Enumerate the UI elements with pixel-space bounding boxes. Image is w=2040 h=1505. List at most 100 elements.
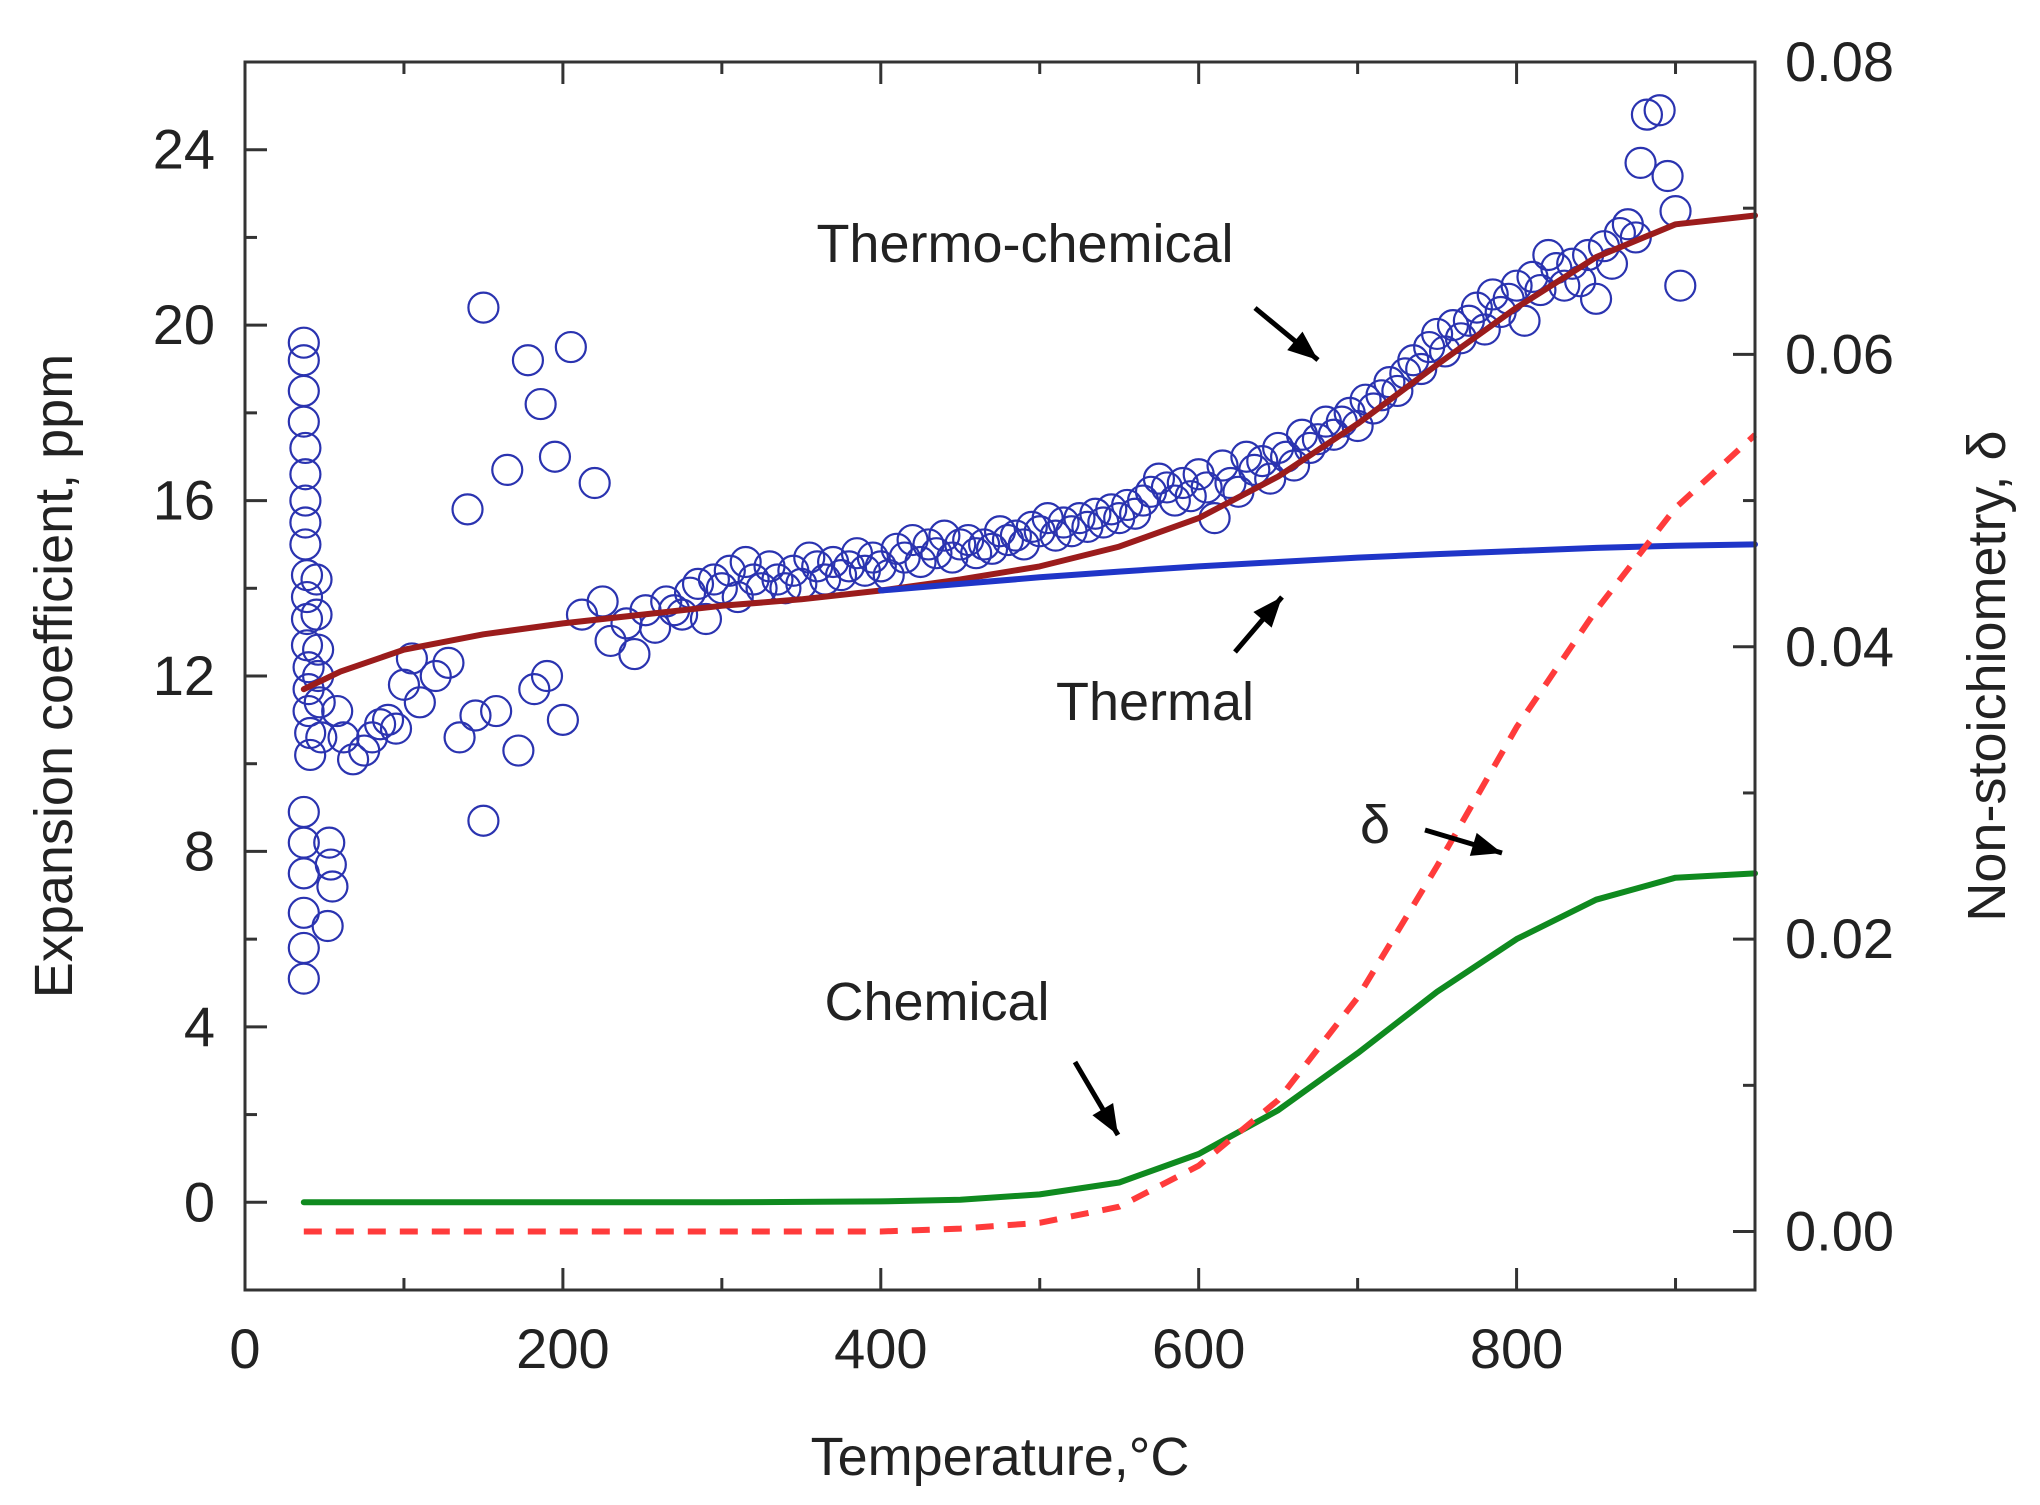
annotation-arrowhead-thermo_chemical xyxy=(1287,331,1318,360)
data-point-measured xyxy=(1238,453,1271,486)
data-point-measured xyxy=(904,545,937,579)
data-point-measured xyxy=(1664,269,1697,302)
data-point-measured xyxy=(793,541,826,574)
data-point-measured xyxy=(289,458,322,491)
data-point-measured xyxy=(290,580,324,614)
data-point-measured xyxy=(289,506,322,539)
data-point-measured xyxy=(305,721,338,754)
data-point-measured xyxy=(1579,282,1613,315)
data-point-measured xyxy=(395,642,428,675)
data-point-measured xyxy=(546,703,579,736)
y-axis-left-title: Expansion coefficient, ppm xyxy=(24,354,84,998)
data-point-measured xyxy=(1524,273,1557,307)
y-left-tick-label: 12 xyxy=(153,644,215,707)
data-point-measured xyxy=(1643,94,1676,127)
data-point-measured xyxy=(1095,493,1128,526)
data-point-measured xyxy=(578,466,611,500)
data-point-measured xyxy=(371,703,405,736)
y-left-tick-label: 8 xyxy=(184,819,215,882)
data-point-measured xyxy=(302,633,335,666)
data-point-measured xyxy=(554,330,587,364)
annotation-arrowhead-delta xyxy=(1469,832,1502,856)
data-point-measured xyxy=(1047,506,1080,539)
data-point-measured xyxy=(729,545,762,579)
data-point-measured xyxy=(1079,497,1112,530)
data-point-measured xyxy=(713,554,746,587)
data-point-measured xyxy=(944,528,977,561)
data-point-measured xyxy=(518,673,551,706)
data-point-measured xyxy=(999,519,1032,552)
data-point-measured xyxy=(1624,146,1657,179)
annotations: Thermo-chemical Thermal δ Chemical xyxy=(816,214,1503,1137)
y-right-tick-label: 0.04 xyxy=(1785,615,1894,678)
data-point-measured xyxy=(524,387,557,421)
data-point-measured xyxy=(287,405,320,438)
data-point-measured xyxy=(1015,510,1048,543)
x-tick-label: 400 xyxy=(834,1317,927,1380)
data-point-measured xyxy=(300,598,333,631)
x-tick-label: 800 xyxy=(1470,1317,1563,1380)
y-axis-right-title: Non-stoichiometry, δ xyxy=(1957,430,2017,921)
series-line-chemical xyxy=(300,870,1758,1206)
data-point-measured xyxy=(311,909,344,943)
y-right-tick-label: 0.02 xyxy=(1785,907,1894,970)
y-left-tick-label: 0 xyxy=(184,1170,215,1233)
series-line-delta xyxy=(303,432,1758,1235)
data-point-measured xyxy=(1476,278,1509,311)
axes: 0 200 400 600 800 0 4 8 12 16 20 24 0.00 0.02 0.04 0.06… xyxy=(153,30,1894,1380)
data-point-measured xyxy=(403,686,436,719)
x-axis-title: Temperature,°C xyxy=(811,1427,1190,1487)
data-point-measured xyxy=(294,738,327,772)
data-point-measured xyxy=(502,734,535,767)
plot-area xyxy=(287,94,1758,1235)
y-right-tick-label: 0.00 xyxy=(1785,1200,1894,1263)
data-point-measured xyxy=(1174,480,1207,513)
data-point-measured xyxy=(960,537,993,570)
data-point-measured xyxy=(511,344,545,377)
y-right-tick-label: 0.06 xyxy=(1785,322,1894,385)
data-point-measured xyxy=(1421,317,1454,351)
data-point-measured xyxy=(314,848,347,881)
data-point-measured xyxy=(1142,462,1176,495)
data-point-measured xyxy=(292,651,325,684)
annotation-label-delta: δ xyxy=(1360,795,1390,855)
data-point-measured xyxy=(1063,502,1096,535)
x-tick-label: 600 xyxy=(1152,1317,1245,1380)
data-point-measured xyxy=(303,686,336,719)
data-point-measured xyxy=(1651,159,1684,193)
data-point-measured xyxy=(538,440,572,473)
data-point-measured xyxy=(467,291,500,324)
annotation-arrowhead-chemical xyxy=(1092,1103,1118,1135)
y-left-tick-label: 16 xyxy=(153,469,215,532)
series-line-thermal xyxy=(877,541,1758,594)
data-point-measured xyxy=(681,567,715,601)
data-point-measured xyxy=(467,804,500,837)
y-right-tick-label: 0.08 xyxy=(1785,30,1894,93)
series-line-thermo_chemical xyxy=(300,212,1758,693)
data-point-measured xyxy=(928,519,961,552)
data-point-measured xyxy=(1381,374,1414,408)
x-tick-label: 0 xyxy=(229,1317,260,1380)
data-point-measured xyxy=(364,708,397,741)
data-point-measured xyxy=(618,637,651,671)
data-point-measured xyxy=(480,694,513,728)
data-point-measured xyxy=(379,712,413,745)
annotation-label-thermo_chemical: Thermo-chemical xyxy=(816,214,1233,274)
x-tick-label: 200 xyxy=(516,1317,609,1380)
annotation-label-thermal: Thermal xyxy=(1056,672,1254,732)
data-point-measured xyxy=(1206,449,1239,482)
annotation-label-chemical: Chemical xyxy=(824,972,1049,1032)
data-point-measured xyxy=(419,659,452,693)
data-point-measured xyxy=(292,694,325,728)
data-point-measured xyxy=(336,743,370,776)
y-left-tick-label: 24 xyxy=(153,118,215,181)
y-left-tick-label: 20 xyxy=(153,293,215,356)
y-left-tick-label: 4 xyxy=(184,995,215,1058)
data-point-measured xyxy=(697,563,730,596)
data-point-measured xyxy=(689,602,723,636)
data-point-measured xyxy=(443,721,476,754)
data-point-measured xyxy=(1190,471,1223,504)
data-point-measured xyxy=(451,493,484,526)
data-point-measured xyxy=(432,646,465,679)
